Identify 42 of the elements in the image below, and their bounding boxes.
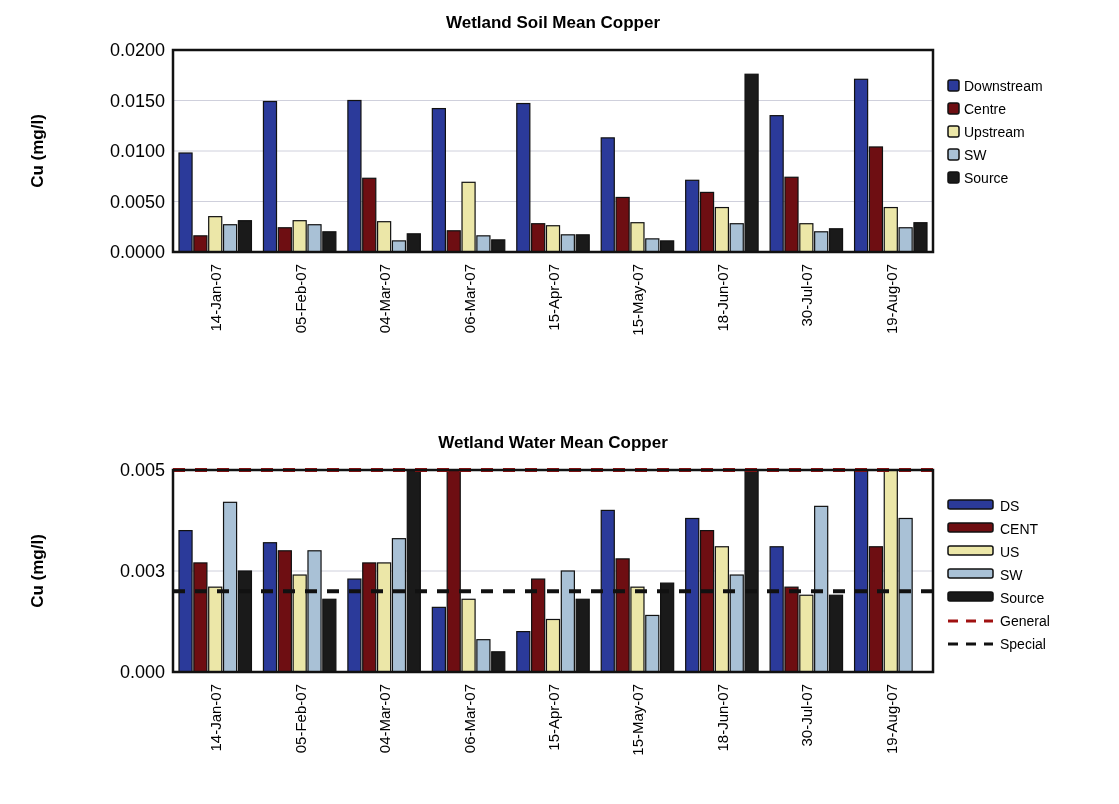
x-tick-label: 15-Apr-07 <box>545 264 562 331</box>
y-tick-label: 0.0100 <box>109 141 165 162</box>
y-tick-label: 0.0000 <box>109 242 165 263</box>
x-tick-label: 30-Jul-07 <box>798 264 816 327</box>
y-tick-label: 0.0150 <box>109 90 165 111</box>
y-tick-label: 0.0050 <box>109 191 165 212</box>
chart-title: Wetland Water Mean Copper <box>438 433 669 452</box>
y-tick-label: 0.000 <box>119 662 165 683</box>
chart-title: Wetland Soil Mean Copper <box>445 13 661 32</box>
y-tick-label: 0.003 <box>119 561 165 582</box>
x-tick-label: 19-Aug-07 <box>882 264 900 335</box>
y-axis-title: Cu (mg/l) <box>28 534 47 608</box>
x-tick-label: 04-Mar-07 <box>376 684 394 754</box>
x-tick-label: 19-Aug-07 <box>882 684 900 755</box>
legend-label: Special <box>1000 635 1046 652</box>
x-tick-label: 15-May-07 <box>629 684 647 756</box>
legend-label: General <box>1000 612 1050 629</box>
x-tick-label: 06-Mar-07 <box>460 684 478 754</box>
x-tick-label: 05-Feb-07 <box>291 264 309 334</box>
legend-label: SW <box>964 146 988 163</box>
x-tick-label: 18-Jun-07 <box>713 264 731 332</box>
x-tick-label: 18-Jun-07 <box>713 684 731 752</box>
x-tick-label: 15-May-07 <box>629 264 647 336</box>
legend-label: CENT <box>1000 520 1039 537</box>
legend-label: Source <box>1000 589 1045 606</box>
legend-label: Upstream <box>964 123 1025 140</box>
x-tick-label: 30-Jul-07 <box>798 684 816 747</box>
y-tick-label: 0.0200 <box>109 40 165 61</box>
legend-label: SW <box>1000 566 1024 583</box>
legend-label: Centre <box>964 100 1007 117</box>
legend-label: Source <box>964 169 1009 186</box>
x-tick-label: 14-Jan-07 <box>207 684 225 752</box>
x-tick-label: 06-Mar-07 <box>460 264 478 334</box>
x-tick-label: 14-Jan-07 <box>207 264 225 332</box>
y-tick-label: 0.005 <box>119 460 165 481</box>
x-tick-label: 15-Apr-07 <box>545 684 562 751</box>
legend-label: US <box>1000 543 1020 560</box>
y-axis-title: Cu (mg/l) <box>28 114 47 188</box>
legend-label: DS <box>1000 497 1020 514</box>
legend-label: Downstream <box>964 77 1043 94</box>
x-tick-label: 05-Feb-07 <box>291 684 309 754</box>
x-tick-label: 04-Mar-07 <box>376 264 394 334</box>
